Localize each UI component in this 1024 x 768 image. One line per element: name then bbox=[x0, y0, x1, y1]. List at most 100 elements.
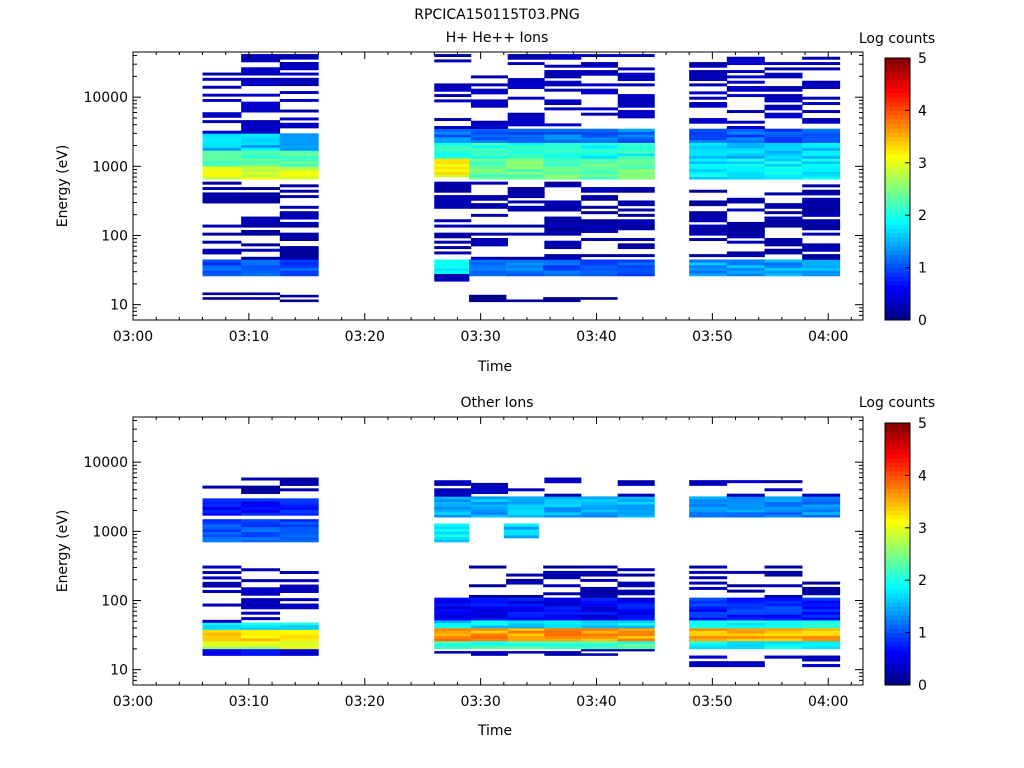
colorbar-segment bbox=[885, 610, 910, 616]
colorbar-segment bbox=[885, 593, 910, 599]
heatmap-cell bbox=[689, 273, 728, 277]
heatmap-cell bbox=[617, 264, 655, 269]
heatmap-cell bbox=[764, 205, 803, 209]
heatmap-cell bbox=[434, 643, 472, 647]
heatmap-cell bbox=[617, 262, 655, 266]
heatmap-cell bbox=[470, 126, 508, 130]
heatmap-cell bbox=[764, 565, 803, 569]
heatmap-cell bbox=[764, 594, 803, 598]
heatmap-cell bbox=[581, 501, 619, 505]
heatmap-cell bbox=[434, 514, 472, 518]
heatmap-cell bbox=[241, 529, 281, 533]
heatmap-cell bbox=[544, 628, 582, 631]
heatmap-cell bbox=[764, 75, 803, 79]
heatmap-cell bbox=[469, 294, 507, 298]
heatmap-cell bbox=[543, 273, 581, 277]
heatmap-cell bbox=[202, 114, 242, 118]
heatmap-cell bbox=[544, 64, 582, 68]
heatmap-cell bbox=[279, 640, 319, 644]
heatmap-cell bbox=[507, 608, 545, 612]
heatmap-cell bbox=[470, 606, 508, 610]
y-tick-label: 100 bbox=[101, 228, 128, 244]
heatmap-cell bbox=[279, 161, 319, 164]
heatmap-cell bbox=[764, 88, 803, 92]
heatmap-cell bbox=[434, 482, 472, 486]
heatmap-cell bbox=[279, 584, 319, 588]
heatmap-cell bbox=[802, 655, 841, 659]
heatmap-cell bbox=[617, 171, 655, 175]
heatmap-cell bbox=[689, 499, 728, 502]
heatmap-cell bbox=[434, 163, 470, 167]
heatmap-cell bbox=[689, 78, 728, 82]
heatmap-cell bbox=[544, 83, 582, 87]
heatmap-cell bbox=[470, 139, 508, 143]
heatmap-cell bbox=[617, 94, 655, 98]
heatmap-cell bbox=[470, 630, 508, 634]
heatmap-cell bbox=[507, 614, 545, 618]
colorbar-segment bbox=[885, 488, 910, 494]
heatmap-cell bbox=[241, 638, 281, 642]
heatmap-cell bbox=[434, 169, 470, 173]
heatmap-cell bbox=[581, 72, 619, 76]
heatmap-cell bbox=[470, 617, 508, 621]
heatmap-cell bbox=[802, 608, 841, 612]
heatmap-cell bbox=[507, 187, 545, 191]
heatmap-cell bbox=[241, 174, 281, 177]
heatmap-cell bbox=[617, 259, 655, 263]
heatmap-cell bbox=[241, 606, 281, 610]
y-tick-label: 10 bbox=[110, 298, 128, 314]
heatmap-cell bbox=[202, 130, 242, 134]
heatmap-cell bbox=[434, 147, 472, 151]
heatmap-cell bbox=[507, 78, 545, 82]
heatmap-cell bbox=[802, 597, 841, 601]
heatmap-cell bbox=[434, 493, 472, 497]
heatmap-cell bbox=[507, 625, 545, 629]
heatmap-cell bbox=[543, 166, 581, 170]
heatmap-cell bbox=[802, 633, 841, 637]
colorbar-segment bbox=[885, 680, 910, 686]
heatmap-cell bbox=[581, 620, 619, 624]
heatmap-cell bbox=[434, 608, 472, 612]
heatmap-cell bbox=[202, 240, 242, 244]
heatmap-cell bbox=[507, 504, 545, 508]
colorbar-segment bbox=[885, 545, 910, 551]
heatmap-cell bbox=[470, 142, 508, 146]
heatmap-cell bbox=[689, 617, 728, 621]
heatmap-cell bbox=[202, 136, 242, 140]
heatmap-cell bbox=[202, 504, 242, 508]
heatmap-cell bbox=[581, 597, 619, 601]
heatmap-cell bbox=[726, 267, 765, 271]
heatmap-cell bbox=[580, 264, 618, 269]
heatmap-cell bbox=[506, 158, 544, 162]
heatmap-cell bbox=[507, 189, 545, 193]
heatmap-cell bbox=[470, 256, 508, 260]
heatmap-cell bbox=[802, 262, 841, 266]
heatmap-cell bbox=[202, 270, 242, 274]
heatmap-cell bbox=[726, 646, 765, 650]
heatmap-cell bbox=[802, 189, 841, 193]
colorbar-tick-label: 2 bbox=[918, 208, 927, 224]
heatmap-cell bbox=[544, 88, 582, 92]
heatmap-cell bbox=[544, 246, 582, 250]
heatmap-cell bbox=[726, 622, 765, 626]
heatmap-cell bbox=[544, 499, 582, 502]
heatmap-cell bbox=[764, 643, 803, 647]
heatmap-cell bbox=[241, 192, 281, 196]
heatmap-cell bbox=[543, 161, 581, 164]
heatmap-cell bbox=[241, 80, 281, 84]
heatmap-cell bbox=[802, 611, 841, 615]
colorbar-segment bbox=[885, 175, 910, 181]
colorbar-segment bbox=[885, 202, 910, 207]
colorbar-tick-label: 0 bbox=[918, 678, 927, 694]
heatmap-cell bbox=[544, 630, 582, 634]
heatmap-cell bbox=[764, 134, 803, 138]
heatmap-cell bbox=[802, 211, 841, 215]
heatmap-cell bbox=[470, 205, 508, 209]
colorbar-segment bbox=[885, 602, 910, 607]
heatmap-cell bbox=[581, 635, 619, 639]
heatmap-cell bbox=[202, 150, 242, 154]
heatmap-cell bbox=[726, 600, 765, 604]
heatmap-cell bbox=[279, 531, 319, 535]
heatmap-cell bbox=[434, 273, 470, 277]
heatmap-cell bbox=[689, 480, 728, 484]
